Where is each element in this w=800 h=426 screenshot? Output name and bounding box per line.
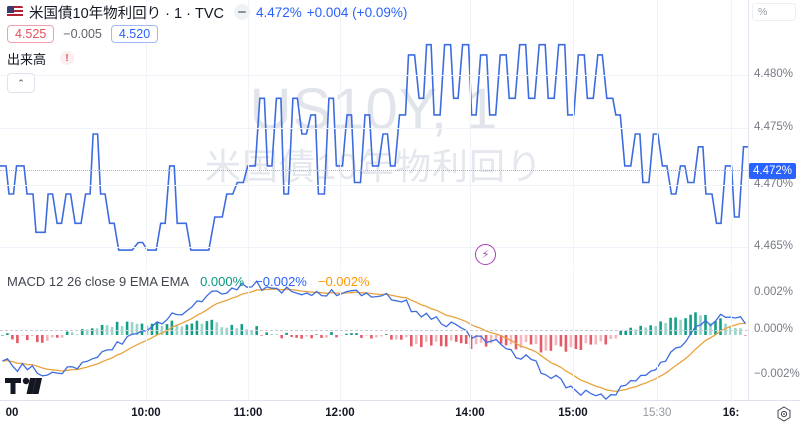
lightning-event-marker[interactable]: ⚡	[475, 244, 496, 265]
gridline-vertical	[573, 0, 574, 268]
lightning-bolt-icon: ⚡	[481, 249, 490, 261]
quote-change: +0.004 (+0.09%)	[306, 4, 408, 20]
percent-unit-chip[interactable]: %	[752, 3, 796, 21]
macd-legend: MACD 12 26 close 9 EMA EMA 0.000% −0.002…	[7, 272, 370, 290]
price-scale[interactable]: % 4.480% 4.475% 4.472% 4.470% 4.465% 0.0…	[748, 0, 800, 400]
gridline-vertical	[146, 270, 147, 400]
macd-histogram-value: 0.000%	[200, 273, 245, 289]
gridline-vertical	[470, 270, 471, 400]
price-line-series	[0, 43, 748, 251]
chart-legend: 米国債10年物利回り · 1 · TVC 4.472% +0.004 (+0.09…	[7, 2, 407, 93]
gridline-vertical	[731, 0, 732, 268]
time-tick-label: 16:	[722, 407, 740, 419]
price-tick-label: 4.465%	[754, 240, 794, 252]
current-price-label[interactable]: 4.472%	[749, 163, 797, 179]
quote-block: 4.472% +0.004 (+0.09%)	[256, 5, 407, 20]
last-price-reference-line	[0, 170, 748, 171]
symbol-title[interactable]: 米国債10年物利回り · 1 · TVC	[29, 5, 224, 22]
gridline-vertical	[248, 0, 249, 268]
gridline-vertical	[470, 0, 471, 268]
time-tick-label: 14:00	[455, 407, 485, 419]
gridline-vertical	[573, 270, 574, 400]
gridline-horizontal	[0, 247, 748, 248]
time-tick-label: 11:00	[233, 407, 263, 419]
macd-tick-label: 0.000%	[754, 323, 794, 335]
warning-icon[interactable]: !	[60, 51, 75, 65]
price-tick-label: 4.480%	[754, 68, 794, 80]
macd-tick-label: 0.002%	[754, 286, 794, 298]
macd-indicator-name[interactable]: MACD 12 26 close 9 EMA EMA	[7, 273, 190, 289]
time-tick-label: 15:30	[642, 407, 672, 419]
quote-last-price: 4.472%	[255, 4, 302, 20]
ask-price-box[interactable]: 4.520	[110, 25, 159, 43]
collapse-pane-button[interactable]: ⌃	[7, 73, 35, 93]
tradingview-logo[interactable]	[5, 372, 45, 396]
gridline-vertical	[657, 0, 658, 268]
time-tick-label: 15:00	[558, 407, 588, 419]
time-tick-label: 10:00	[131, 407, 161, 419]
volume-label[interactable]: 出来高	[7, 51, 47, 67]
time-scale[interactable]: 00 10:00 11:00 12:00 14:00 15:00 15:30 1…	[0, 400, 800, 426]
gridline-horizontal	[0, 75, 748, 76]
gridline-vertical	[248, 270, 249, 400]
macd-line-value: −0.002%	[255, 273, 307, 289]
gridline-vertical	[340, 0, 341, 268]
gridline-horizontal	[0, 128, 748, 129]
percent-unit-label: %	[758, 6, 768, 18]
chevron-up-icon: ⌃	[17, 77, 25, 88]
macd-signal-value: −0.002%	[317, 273, 370, 289]
macd-zero-line	[0, 330, 748, 331]
price-chart-pane[interactable]	[0, 0, 748, 268]
crosshair-target-icon[interactable]	[776, 406, 792, 422]
bid-price-box[interactable]: 4.525	[7, 25, 55, 43]
time-tick-label: 00	[5, 407, 19, 419]
gridline-vertical	[657, 270, 658, 400]
minus-pill-icon[interactable]	[233, 4, 250, 20]
time-tick-label: 12:00	[325, 407, 355, 419]
macd-tick-label: −0.002%	[754, 368, 800, 380]
price-tick-label: 4.475%	[754, 121, 794, 133]
gridline-horizontal	[0, 185, 748, 186]
macd-indicator-pane[interactable]	[0, 270, 748, 400]
gridline-vertical	[146, 0, 147, 268]
price-tick-label: 4.470%	[754, 178, 794, 190]
spread-value: −0.005	[63, 27, 102, 41]
gridline-vertical	[340, 270, 341, 400]
us-flag-icon	[7, 6, 23, 18]
gridline-vertical	[731, 270, 732, 400]
